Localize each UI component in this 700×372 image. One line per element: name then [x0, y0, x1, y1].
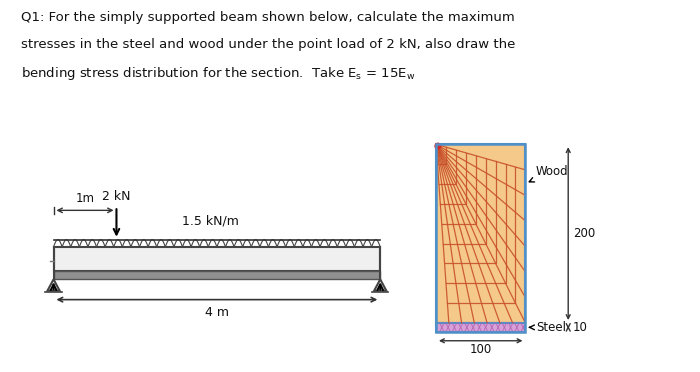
Text: 4 m: 4 m [205, 306, 229, 319]
Text: stresses in the steel and wood under the point load of 2 kN, also draw the: stresses in the steel and wood under the… [21, 38, 515, 51]
Bar [436, 323, 526, 332]
Text: 1m: 1m [76, 192, 94, 205]
Bar [54, 271, 380, 279]
Circle shape [434, 142, 442, 150]
Text: bending stress distribution for the section.  Take $\mathsf{E_s}$ = 15$\mathsf{E: bending stress distribution for the sect… [21, 65, 415, 82]
Text: 10: 10 [573, 321, 587, 334]
Text: 1.5 kN/m: 1.5 kN/m [182, 214, 239, 227]
Bar [436, 144, 526, 323]
Bar [436, 144, 526, 332]
Text: Wood: Wood [529, 165, 568, 182]
Text: 2 kN: 2 kN [102, 190, 131, 203]
Text: 200: 200 [573, 227, 595, 240]
Text: Steel: Steel [530, 321, 566, 334]
Text: 100: 100 [470, 343, 492, 356]
Bar [54, 247, 380, 271]
Text: Q1: For the simply supported beam shown below, calculate the maximum: Q1: For the simply supported beam shown … [21, 11, 514, 24]
